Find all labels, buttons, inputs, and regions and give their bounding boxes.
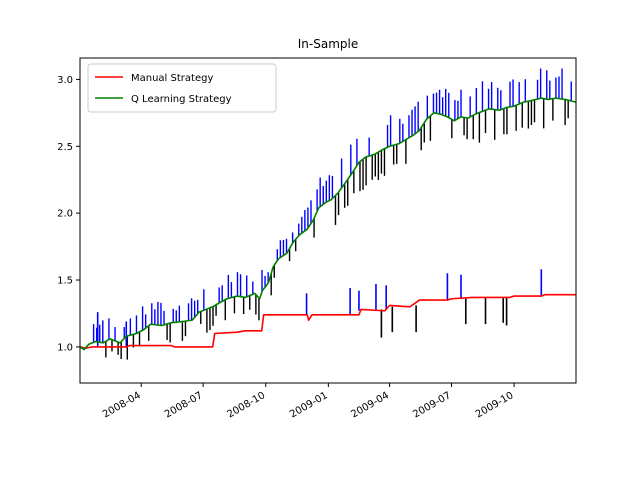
q-learning-trade-markers xyxy=(92,68,572,360)
manual-trade-markers xyxy=(96,269,543,347)
legend-label: Q Learning Strategy xyxy=(131,94,232,105)
legend-label: Manual Strategy xyxy=(131,73,213,84)
manual-strategy-line xyxy=(79,293,576,350)
y-tick-label: 2.0 xyxy=(57,209,73,220)
chart-title: In-Sample xyxy=(298,37,358,51)
plot-area xyxy=(79,68,577,360)
axes-frame xyxy=(79,57,577,384)
y-tick-label: 3.0 xyxy=(57,75,73,86)
legend: Manual Strategy Q Learning Strategy xyxy=(87,63,277,113)
y-tick-label: 2.5 xyxy=(57,142,73,153)
y-axis: 1.0 1.5 2.0 2.5 3.0 xyxy=(57,75,80,353)
y-tick-label: 1.5 xyxy=(57,276,73,287)
y-tick-label: 1.0 xyxy=(57,342,73,353)
legend-box xyxy=(87,63,277,113)
q-learning-strategy-line xyxy=(79,97,577,351)
